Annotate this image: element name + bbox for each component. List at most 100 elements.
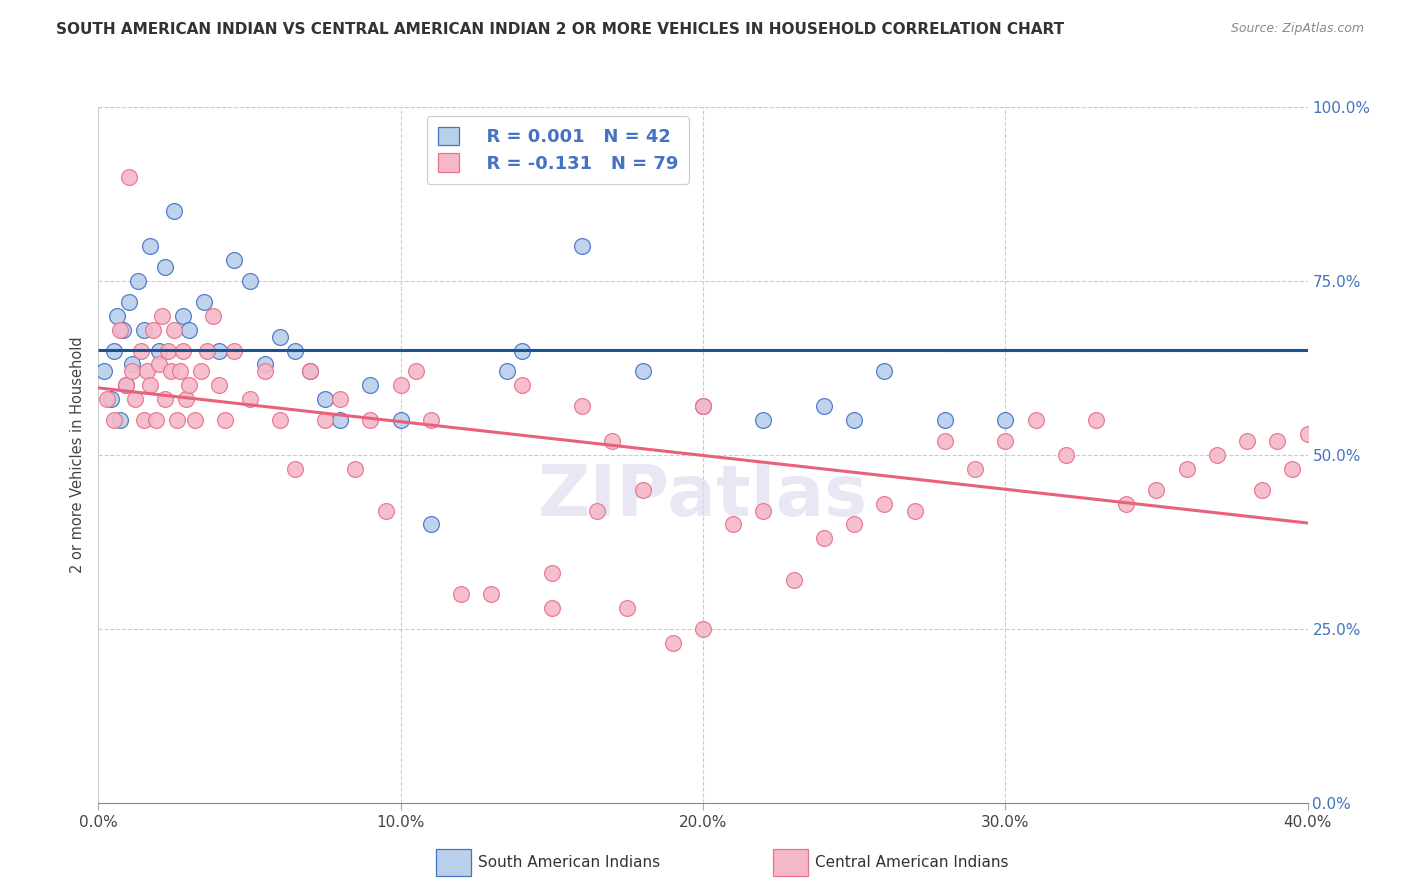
Point	[1085, 413, 1108, 427]
Point	[172, 309, 194, 323]
Point	[510, 343, 533, 358]
Point	[344, 462, 367, 476]
Point	[142, 323, 165, 337]
Point	[103, 413, 125, 427]
Point	[169, 364, 191, 378]
Point	[208, 343, 231, 358]
Point	[1281, 462, 1303, 476]
Point	[405, 364, 427, 378]
Point	[299, 364, 322, 378]
Point	[631, 483, 654, 497]
Point	[1054, 448, 1077, 462]
Point	[269, 329, 291, 343]
Point	[239, 392, 262, 407]
Point	[329, 413, 352, 427]
Point	[450, 587, 472, 601]
Point	[174, 392, 197, 407]
Point	[153, 260, 176, 274]
Point	[224, 343, 246, 358]
Point	[103, 343, 125, 358]
Point	[160, 364, 183, 378]
Point	[163, 204, 186, 219]
Point	[224, 253, 246, 268]
Text: Central American Indians: Central American Indians	[815, 855, 1010, 870]
Point	[994, 434, 1017, 448]
Point	[662, 636, 685, 650]
Point	[602, 434, 624, 448]
Point	[495, 364, 517, 378]
Point	[108, 413, 131, 427]
Point	[314, 413, 336, 427]
Point	[692, 622, 714, 636]
Point	[114, 378, 136, 392]
Point	[420, 517, 443, 532]
Point	[813, 399, 835, 413]
Point	[752, 413, 775, 427]
Point	[450, 135, 472, 149]
Point	[190, 364, 212, 378]
Point	[1296, 427, 1319, 442]
Point	[118, 169, 141, 184]
Point	[253, 358, 276, 372]
Point	[360, 378, 382, 392]
Point	[139, 378, 162, 392]
Point	[965, 462, 987, 476]
Point	[111, 323, 134, 337]
Point	[723, 517, 745, 532]
Point	[541, 566, 564, 581]
Point	[813, 532, 835, 546]
Point	[752, 503, 775, 517]
Point	[166, 413, 188, 427]
Point	[96, 392, 118, 407]
Point	[541, 601, 564, 615]
Point	[586, 503, 609, 517]
Point	[172, 343, 194, 358]
Point	[132, 413, 155, 427]
Point	[284, 343, 307, 358]
Point	[214, 413, 236, 427]
Point	[179, 323, 201, 337]
Point	[121, 364, 143, 378]
Point	[1251, 483, 1274, 497]
Point	[1267, 434, 1289, 448]
Point	[314, 392, 336, 407]
Point	[844, 517, 866, 532]
Text: Source: ZipAtlas.com: Source: ZipAtlas.com	[1230, 22, 1364, 36]
Point	[129, 343, 152, 358]
Point	[124, 392, 146, 407]
Point	[299, 364, 322, 378]
Point	[360, 413, 382, 427]
Point	[100, 392, 122, 407]
Point	[692, 399, 714, 413]
Point	[1115, 497, 1137, 511]
Point	[1236, 434, 1258, 448]
Point	[420, 413, 443, 427]
Point	[132, 323, 155, 337]
Point	[114, 378, 136, 392]
Point	[135, 364, 157, 378]
Point	[148, 358, 170, 372]
Point	[873, 364, 896, 378]
Point	[179, 378, 201, 392]
Point	[184, 413, 207, 427]
Point	[994, 413, 1017, 427]
Point	[127, 274, 149, 288]
Point	[374, 503, 396, 517]
Point	[1024, 413, 1046, 427]
Point	[163, 323, 186, 337]
Point	[389, 378, 412, 392]
Point	[873, 497, 896, 511]
Point	[139, 239, 162, 253]
Point	[389, 413, 412, 427]
Y-axis label: 2 or more Vehicles in Household: 2 or more Vehicles in Household	[70, 336, 86, 574]
Point	[1146, 483, 1168, 497]
Point	[239, 274, 262, 288]
Legend:   R = 0.001   N = 42,   R = -0.131   N = 79: R = 0.001 N = 42, R = -0.131 N = 79	[427, 116, 689, 184]
Point	[481, 587, 503, 601]
Point	[1206, 448, 1229, 462]
Point	[193, 294, 215, 309]
Point	[510, 378, 533, 392]
Point	[934, 413, 956, 427]
Point	[108, 323, 131, 337]
Point	[934, 434, 956, 448]
